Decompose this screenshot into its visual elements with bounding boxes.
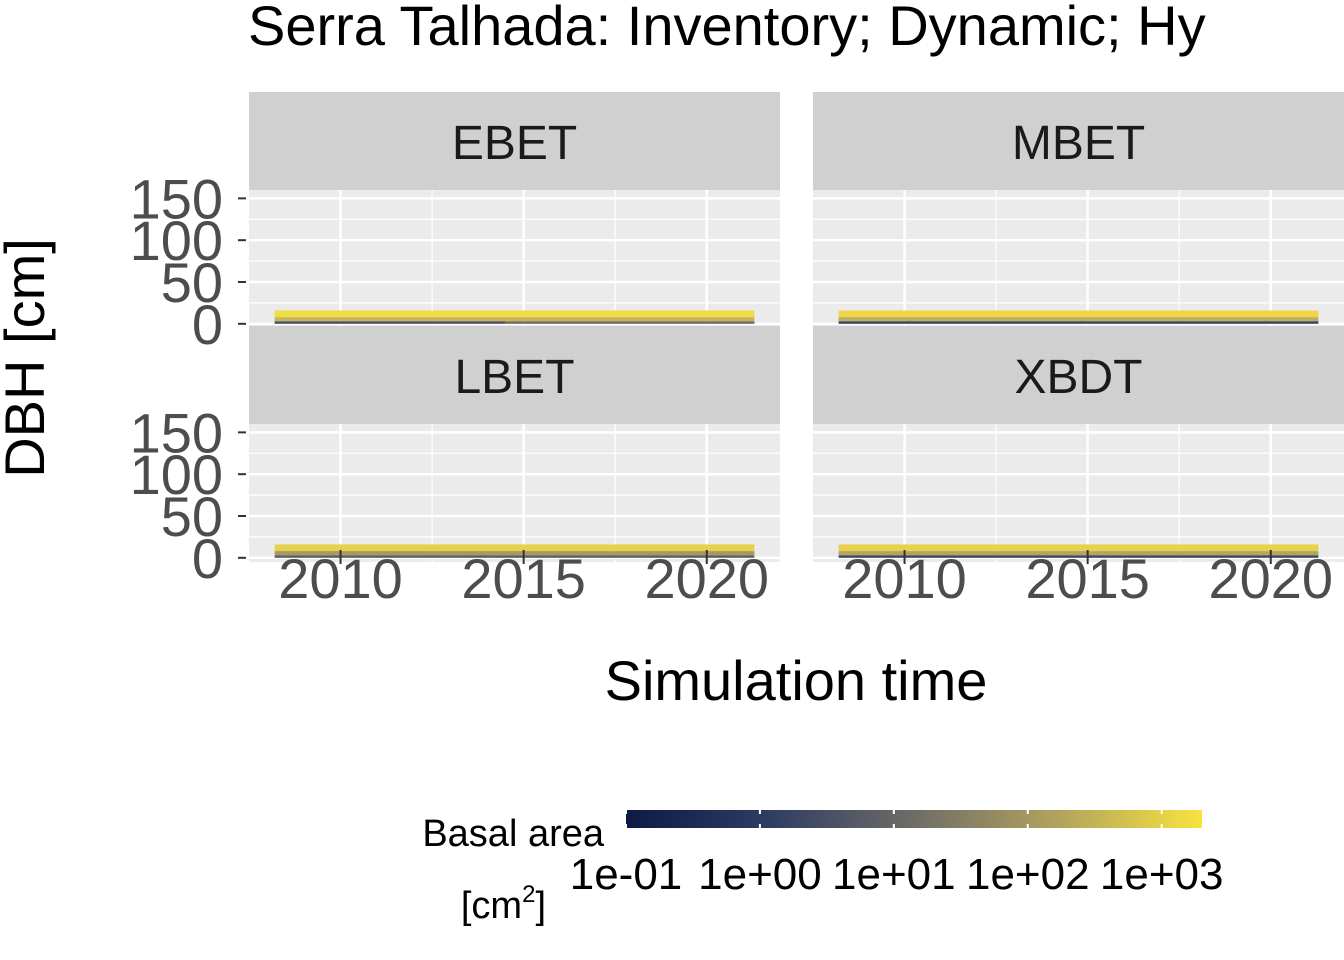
facet-strip xyxy=(813,92,1344,190)
legend-title-superscript: 2 xyxy=(522,881,535,908)
y-tick-label: 0 xyxy=(192,527,223,590)
legend-title-unit: [cm xyxy=(461,885,522,927)
x-axis-title: Simulation time xyxy=(605,649,988,712)
y-tick-label: 100 xyxy=(130,209,223,272)
y-tick-label: 150 xyxy=(130,167,223,230)
heatmap-tile xyxy=(838,555,1319,558)
facet-strip-label: MBET xyxy=(1012,117,1145,170)
facet-strip-label: EBET xyxy=(452,117,577,170)
heatmap-tile xyxy=(838,544,1319,552)
x-tick-label: 2015 xyxy=(1025,547,1150,610)
facet-strip xyxy=(813,326,1344,424)
legend-tick-label: 1e+02 xyxy=(966,850,1090,899)
legend-ticks: 1e-01 1e+00 1e+01 1e+02 1e+03 xyxy=(570,810,1224,899)
x-tick-label: 2010 xyxy=(278,547,403,610)
y-tick-label: 0 xyxy=(192,293,223,356)
legend-tick-label: 1e+00 xyxy=(698,850,822,899)
heatmap-tile xyxy=(838,317,1319,322)
legend-title-close: ] xyxy=(535,885,546,927)
y-tick-label: 50 xyxy=(161,485,223,548)
heatmap-tile xyxy=(838,551,1319,556)
facet-xbdt: XBDT 2010 2015 2020 xyxy=(813,326,1344,610)
heatmap-tile xyxy=(838,321,1319,324)
facet-strip-label: XBDT xyxy=(1014,351,1142,404)
heatmap-tile xyxy=(274,317,755,322)
x-tick-label: 2020 xyxy=(1208,547,1333,610)
legend-tick-label: 1e+01 xyxy=(832,850,956,899)
legend-color-bar xyxy=(626,810,1202,828)
y-tick-label: 50 xyxy=(161,251,223,314)
heatmap-tile xyxy=(274,321,506,324)
color-legend: Basal area [cm2] 1e-01 1e+00 1e+01 1e+02 1e+… xyxy=(422,810,1223,927)
y-tick-label: 150 xyxy=(130,401,223,464)
y-tick-label: 100 xyxy=(130,443,223,506)
heatmap-tile xyxy=(274,544,755,552)
panel-background xyxy=(813,190,1344,328)
legend-title-line1: Basal area xyxy=(422,813,605,855)
facet-strip xyxy=(249,92,780,190)
x-tick-label: 2010 xyxy=(842,547,967,610)
facet-strip-label: LBET xyxy=(454,351,574,404)
panel-background xyxy=(813,424,1344,562)
heatmap-tile xyxy=(838,310,1319,318)
heatmap-tile xyxy=(505,321,755,324)
heatmap-tile xyxy=(274,310,755,318)
panel-background xyxy=(249,190,780,328)
legend-tick-label: 1e-01 xyxy=(570,850,683,899)
x-tick-label: 2015 xyxy=(461,547,586,610)
legend-title-line2: [cm2] xyxy=(461,881,546,927)
x-tick-label: 2020 xyxy=(644,547,769,610)
chart-title: Serra Talhada: Inventory; Dynamic; Hy xyxy=(248,0,1206,57)
facet-strip xyxy=(249,326,780,424)
facet-mbet: MBET xyxy=(813,92,1344,328)
y-axis-title: DBH [cm] xyxy=(0,238,56,478)
heatmap-tile xyxy=(274,555,755,558)
heatmap-tile xyxy=(274,551,755,556)
panel-background xyxy=(249,424,780,562)
legend-tick-label: 1e+03 xyxy=(1100,850,1224,899)
